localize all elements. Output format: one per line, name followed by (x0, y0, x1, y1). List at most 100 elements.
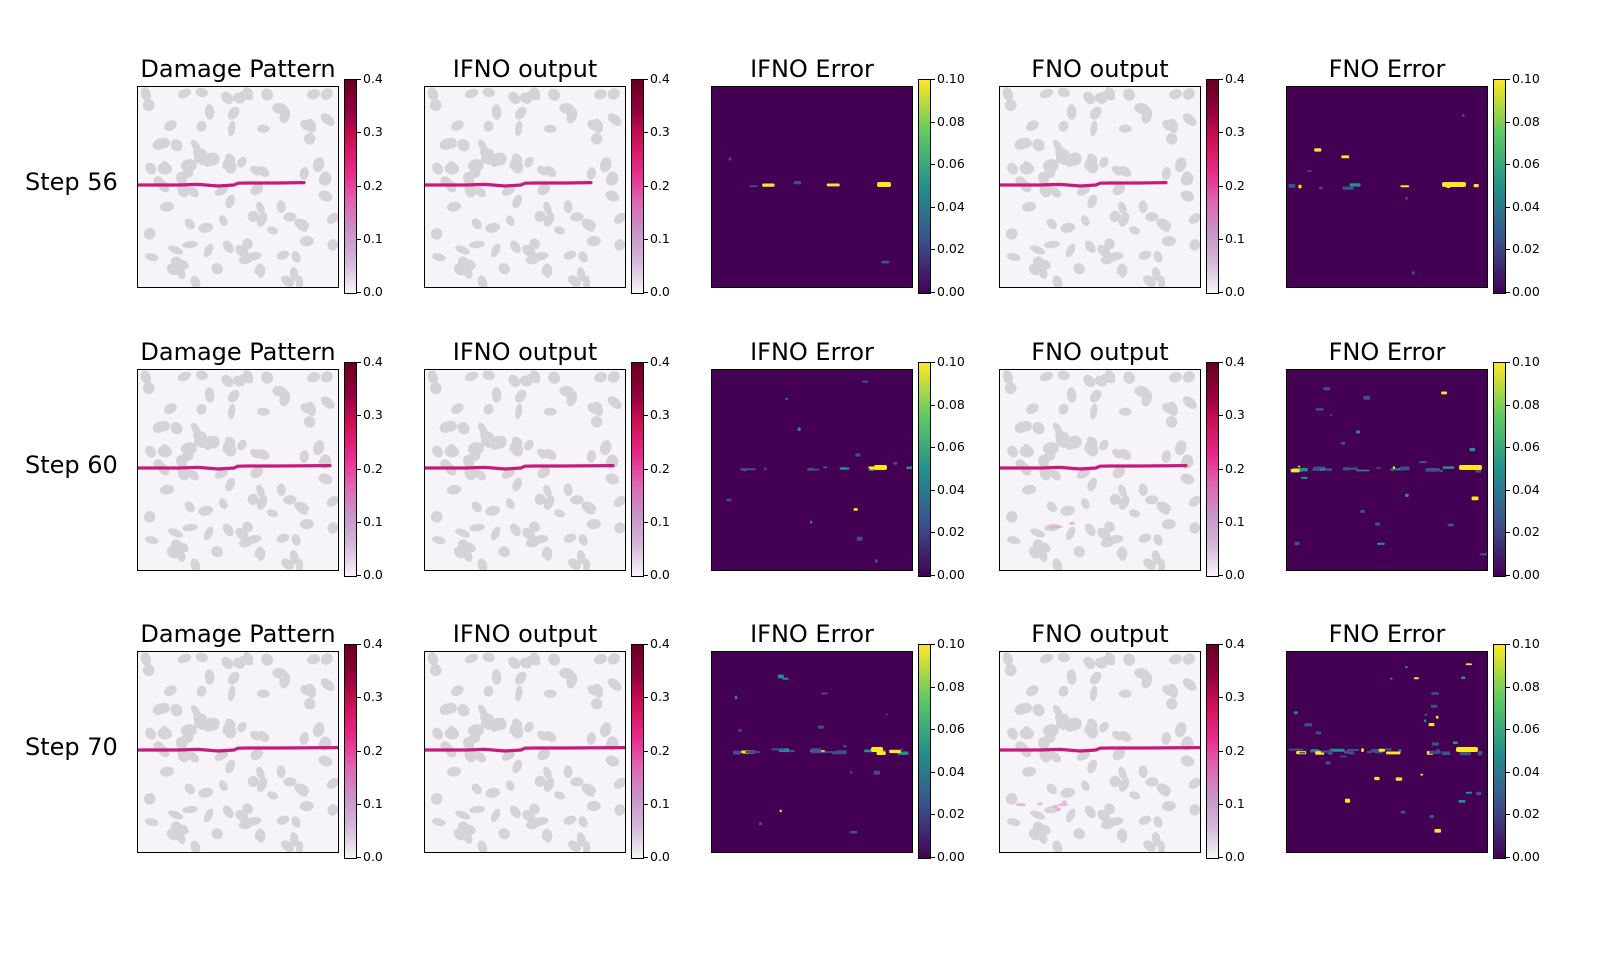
error-spot (1429, 815, 1435, 819)
inclusion (586, 235, 601, 247)
inclusion (543, 212, 555, 227)
error-spot (1340, 442, 1346, 445)
inclusion (578, 816, 588, 828)
colorbar-tick-mark (1219, 750, 1223, 752)
inclusion (1168, 89, 1183, 100)
error-spot (889, 749, 901, 754)
colorbar-tick-mark (1219, 362, 1223, 363)
colorbar-tick-mark (1219, 415, 1223, 417)
inclusion (1138, 200, 1148, 214)
colorbar-tick-label: 0.0 (363, 284, 383, 299)
inclusion (1189, 239, 1200, 251)
error-spot (1439, 469, 1444, 472)
error-spot (1325, 468, 1333, 471)
inclusion (1080, 498, 1090, 510)
error-spot (1366, 750, 1372, 754)
colorbar-tick-mark (1506, 532, 1510, 534)
row-label: Step 60 (25, 451, 118, 479)
inclusion (1042, 724, 1059, 736)
colorbar-tick-label: 0.2 (650, 742, 670, 758)
error-spot (1299, 751, 1306, 754)
inclusion (1128, 509, 1141, 518)
inclusion (228, 120, 236, 137)
colorbar-tick-mark (1219, 79, 1223, 80)
colorbar-tick-mark (644, 803, 648, 805)
inclusion (1046, 783, 1057, 795)
inclusion (1165, 133, 1178, 145)
damage-colorbar (631, 362, 644, 577)
inclusion (1141, 390, 1153, 407)
inclusion (190, 275, 201, 287)
error-spot (779, 809, 782, 813)
error-spot (764, 467, 767, 470)
colorbar-tick-label: 0.08 (937, 678, 965, 694)
panel-title: IFNO Error (750, 338, 874, 366)
inclusion (257, 548, 266, 561)
colorbar-tick-mark (1506, 292, 1510, 293)
colorbar-tick-mark (357, 238, 361, 240)
inclusion (514, 671, 527, 685)
colorbar-tick-mark (1219, 468, 1223, 470)
error-spot (1349, 467, 1358, 470)
colorbar-tick-label: 0.4 (1225, 354, 1245, 369)
inclusion (239, 655, 254, 666)
inclusion (190, 558, 201, 570)
colorbar-tick-mark (357, 575, 361, 576)
inclusion (1057, 370, 1070, 381)
inclusion (177, 88, 192, 99)
colorbar-tick-mark (931, 362, 935, 363)
inclusion (256, 495, 268, 510)
inclusion (181, 451, 194, 462)
inclusion (1073, 263, 1085, 275)
colorbar-tick-mark (357, 132, 361, 134)
inclusion (203, 808, 214, 823)
inclusion (1100, 820, 1115, 830)
colorbar-tick-label: 0.3 (363, 689, 383, 705)
error-spot (1392, 466, 1396, 469)
inclusion (1138, 483, 1148, 497)
error-spot (1461, 114, 1465, 117)
inclusion (1083, 374, 1096, 388)
damage-field-image (137, 86, 339, 288)
inclusion (250, 183, 264, 196)
inclusion (548, 371, 561, 384)
inclusion (1161, 518, 1176, 530)
colorbar-tick-mark (644, 857, 648, 858)
inclusion (170, 256, 182, 268)
error-spot (853, 508, 858, 511)
error-spot (1430, 704, 1438, 708)
error-spot (893, 462, 898, 465)
colorbar-tick-label: 0.02 (937, 524, 965, 540)
inclusion (446, 201, 462, 212)
inclusion (505, 498, 515, 510)
error-spot (1469, 447, 1476, 452)
colorbar-tick-mark (357, 185, 361, 187)
inclusion (279, 390, 291, 407)
inclusion (448, 726, 459, 737)
inclusion (203, 243, 214, 258)
colorbar-tick-label: 0.1 (650, 795, 670, 811)
inclusion (491, 387, 502, 403)
inclusion (1118, 165, 1132, 177)
inclusion (181, 733, 194, 744)
error-spot (1471, 496, 1479, 501)
colorbar-tick-label: 0.04 (1512, 763, 1540, 779)
colorbar-tick-mark (1219, 575, 1223, 576)
inclusion (184, 783, 195, 795)
error-spot (855, 453, 861, 457)
inclusion (455, 245, 471, 255)
error-spot (778, 748, 785, 751)
inclusion (1156, 785, 1170, 797)
inclusion (1109, 210, 1121, 222)
error-spot (817, 725, 824, 729)
inclusion (607, 371, 620, 383)
error-spot (782, 677, 789, 680)
error-spot (1477, 751, 1482, 756)
inclusion (1089, 106, 1102, 120)
inclusion (1058, 715, 1067, 731)
colorbar-tick-label: 0.1 (363, 795, 383, 811)
colorbar-tick-mark (644, 79, 648, 80)
inclusion (1174, 722, 1187, 738)
error-spot (1307, 170, 1312, 172)
inclusion (159, 484, 175, 495)
